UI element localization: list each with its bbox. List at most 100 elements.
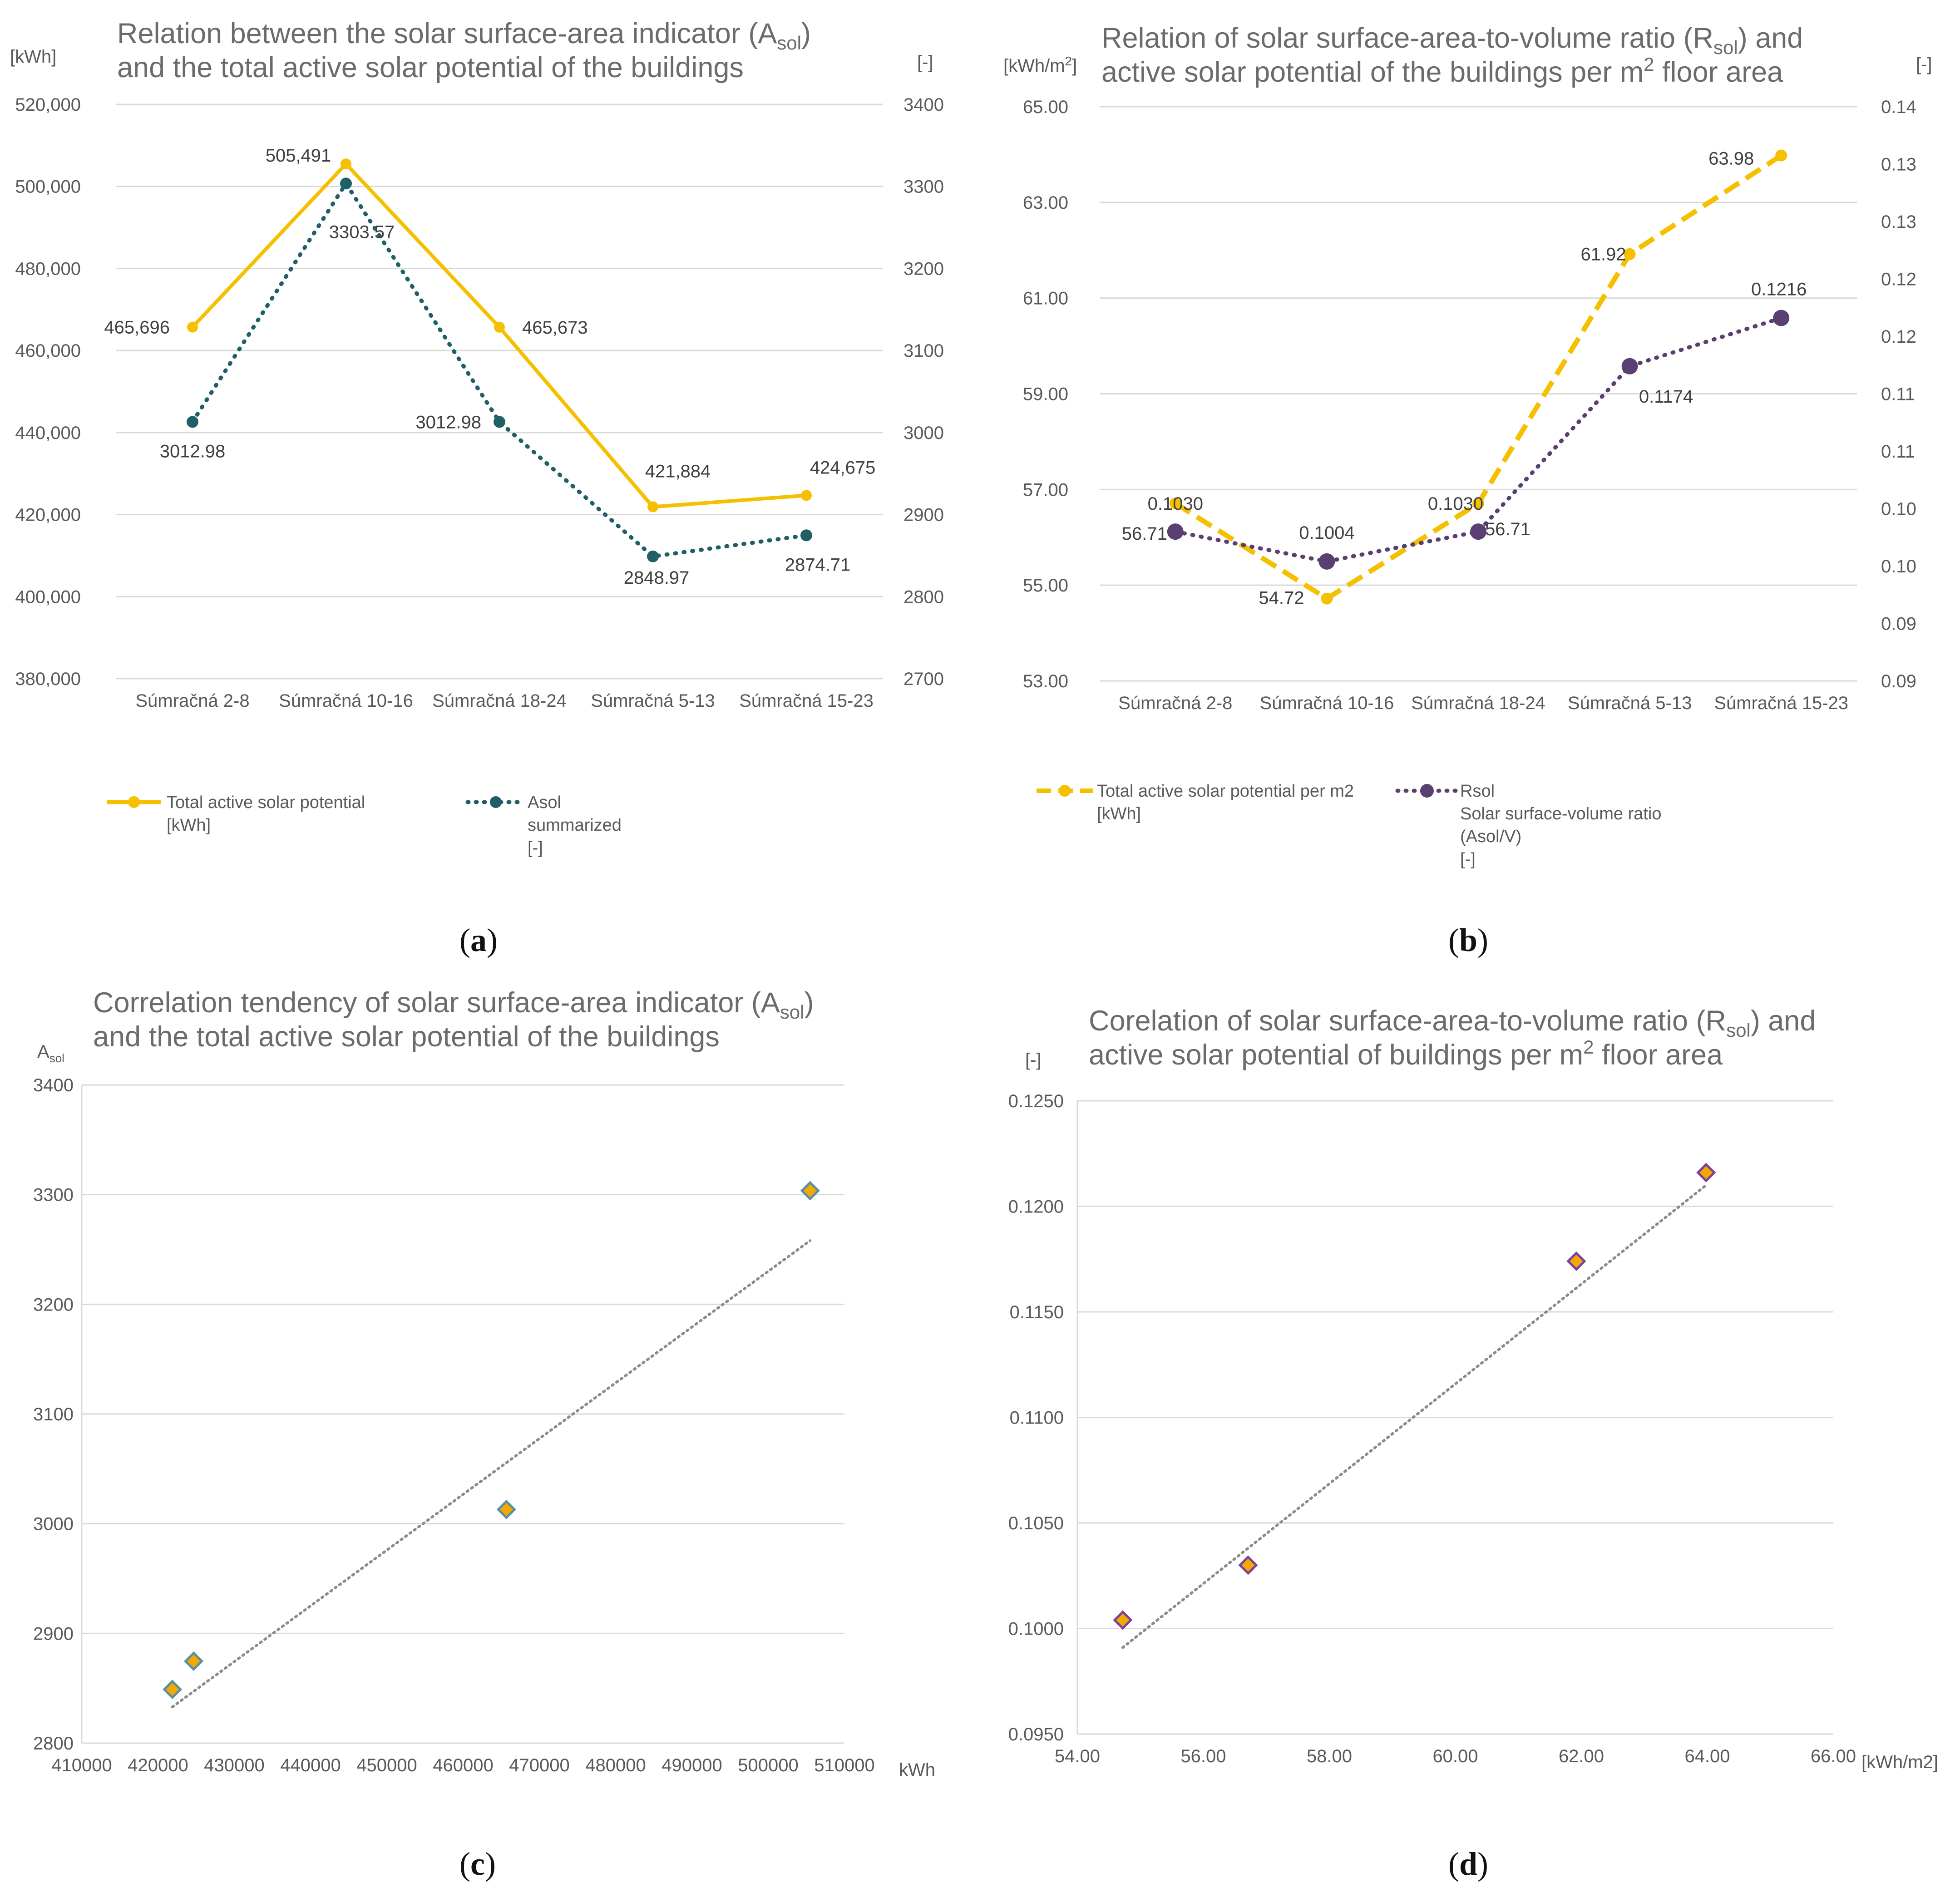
d-y-tick: 0.1150 [1010, 1302, 1064, 1322]
b-series-2-point [1318, 553, 1335, 570]
d-x-tick: 60.00 [1432, 1746, 1478, 1766]
chart-c-ylabel: Asol [37, 1042, 64, 1065]
b-series-2-data-label: 0.1174 [1639, 387, 1693, 407]
c-x-tick: 430000 [204, 1755, 264, 1775]
d-data-point [1696, 1163, 1716, 1183]
legend-a-series1-marker [128, 796, 140, 808]
b-left-tick: 65.00 [1023, 97, 1068, 117]
b-left-tick: 57.00 [1023, 480, 1068, 500]
a-right-tick: 3000 [903, 423, 944, 443]
b-right-tick: 0.10 [1881, 499, 1916, 519]
b-series-2-point [1470, 523, 1486, 540]
chart-b-title-line2: active solar potential of the buildings … [1101, 54, 1783, 88]
a-left-tick: 500,000 [15, 177, 81, 197]
a-series-2-line [190, 179, 809, 559]
c-trendline [171, 1239, 812, 1709]
a-right-tick: 2800 [903, 587, 944, 607]
c-y-tick: 2900 [33, 1624, 74, 1644]
d-y-tick: 0.1250 [1008, 1091, 1064, 1111]
b-right-tick: 0.13 [1881, 212, 1916, 232]
chart-b-legend: Total active solar potential per m2 [kWh… [1037, 782, 1662, 869]
chart-b-right-unit: [-] [1916, 54, 1932, 74]
c-data-point [800, 1181, 820, 1201]
b-category-label: Súmračná 18-24 [1411, 693, 1545, 713]
legend-a-series2-label: Asol [528, 793, 561, 812]
chart-b-left-unit: [kWh/m2] [1003, 54, 1077, 76]
legend-a-series1-label: Total active solar potential [167, 793, 365, 812]
a-right-tick: 3100 [903, 341, 944, 361]
a-category-label: Súmračná 10-16 [279, 691, 413, 711]
d-data-point [1566, 1251, 1586, 1271]
legend-a-series1-unit: [kWh] [167, 816, 211, 835]
a-left-tick: 400,000 [15, 587, 81, 607]
b-right-tick: 0.10 [1881, 557, 1916, 577]
d-data-point [1113, 1610, 1133, 1630]
c-x-tick: 410000 [51, 1755, 112, 1775]
b-series-1-point [1624, 248, 1636, 260]
b-left-tick: 55.00 [1023, 576, 1068, 596]
c-x-tick: 480000 [585, 1755, 646, 1775]
chart-b-panel: Relation of solar surface-area-to-volume… [980, 0, 1960, 985]
b-right-tick: 0.12 [1881, 270, 1916, 290]
a-right-tick: 3400 [903, 95, 944, 115]
chart-d-ylabel: [-] [1025, 1050, 1042, 1070]
c-y-tick: 2800 [33, 1734, 74, 1754]
chart-a-right-unit: [-] [917, 52, 933, 72]
b-category-label: Súmračná 10-16 [1260, 693, 1394, 713]
a-left-tick: 460,000 [15, 341, 81, 361]
c-x-tick: 460000 [433, 1755, 493, 1775]
chart-a-left-unit: [kWh] [10, 47, 56, 67]
a-series-2-data-label: 3012.98 [160, 441, 226, 461]
caption-d: (d) [1448, 1846, 1489, 1882]
b-series-1-point [1321, 592, 1333, 605]
a-series-1-point [494, 321, 505, 333]
a-series-1-point [341, 158, 351, 170]
c-data-point [163, 1680, 183, 1700]
c-y-tick: 3400 [33, 1075, 74, 1095]
a-series-1-data-label: 505,491 [266, 146, 331, 166]
chart-a: Relation between the solar surface-area … [10, 18, 944, 857]
a-category-label: Súmračná 5-13 [591, 691, 715, 711]
d-y-tick: 0.1200 [1008, 1197, 1064, 1217]
a-right-tick: 3200 [903, 259, 944, 279]
a-right-tick: 2900 [903, 505, 944, 525]
b-category-label: Súmračná 2-8 [1118, 693, 1232, 713]
c-x-tick: 500000 [738, 1755, 798, 1775]
a-series-1-data-label: 424,675 [810, 458, 876, 478]
chart-d-title-line1: Corelation of solar surface-area-to-volu… [1089, 1005, 1816, 1041]
d-x-tick: 66.00 [1811, 1746, 1856, 1766]
a-series-1-data-label: 421,884 [645, 462, 711, 482]
legend-b-series2-label-2: Solar surface-volume ratio [1460, 804, 1662, 823]
c-x-tick: 510000 [814, 1755, 874, 1775]
a-left-tick: 420,000 [15, 505, 81, 525]
b-right-tick: 0.13 [1881, 155, 1916, 175]
b-series-2-data-label: 0.1216 [1751, 280, 1807, 300]
b-category-label: Súmračná 15-23 [1714, 693, 1848, 713]
legend-a-series2-unit: [-] [528, 838, 543, 857]
d-y-tick: 0.1050 [1008, 1513, 1064, 1533]
b-series-1-data-label: 56.71 [1485, 519, 1530, 539]
legend-b-series1-label: Total active solar potential per m2 [1097, 782, 1354, 801]
c-y-tick: 3200 [33, 1295, 74, 1315]
chart-c-title-line2: and the total active solar potential of … [93, 1021, 720, 1053]
a-category-label: Súmračná 15-23 [739, 691, 874, 711]
a-series-2-data-label: 2848.97 [624, 568, 690, 588]
b-category-label: Súmračná 5-13 [1568, 693, 1692, 713]
legend-b-series2-label: Rsol [1460, 782, 1495, 801]
legend-b-series1-unit: [kWh] [1097, 804, 1141, 823]
b-series-1-data-label: 63.98 [1708, 149, 1754, 169]
b-left-tick: 59.00 [1023, 384, 1068, 404]
c-y-tick: 3000 [33, 1514, 74, 1534]
chart-d-xlabel: [kWh/m2] [1861, 1752, 1938, 1772]
a-category-label: Súmračná 2-8 [135, 691, 249, 711]
b-series-2-point [1167, 523, 1184, 540]
caption-c: (c) [459, 1846, 496, 1882]
d-x-tick: 62.00 [1559, 1746, 1604, 1766]
c-x-tick: 490000 [662, 1755, 722, 1775]
c-y-tick: 3300 [33, 1185, 74, 1205]
legend-b-series1-marker [1059, 785, 1071, 797]
a-series-2-point [340, 177, 352, 190]
b-right-tick: 0.14 [1881, 97, 1916, 117]
a-series-2-data-label: 3303.57 [329, 222, 395, 242]
b-right-tick: 0.12 [1881, 327, 1916, 347]
